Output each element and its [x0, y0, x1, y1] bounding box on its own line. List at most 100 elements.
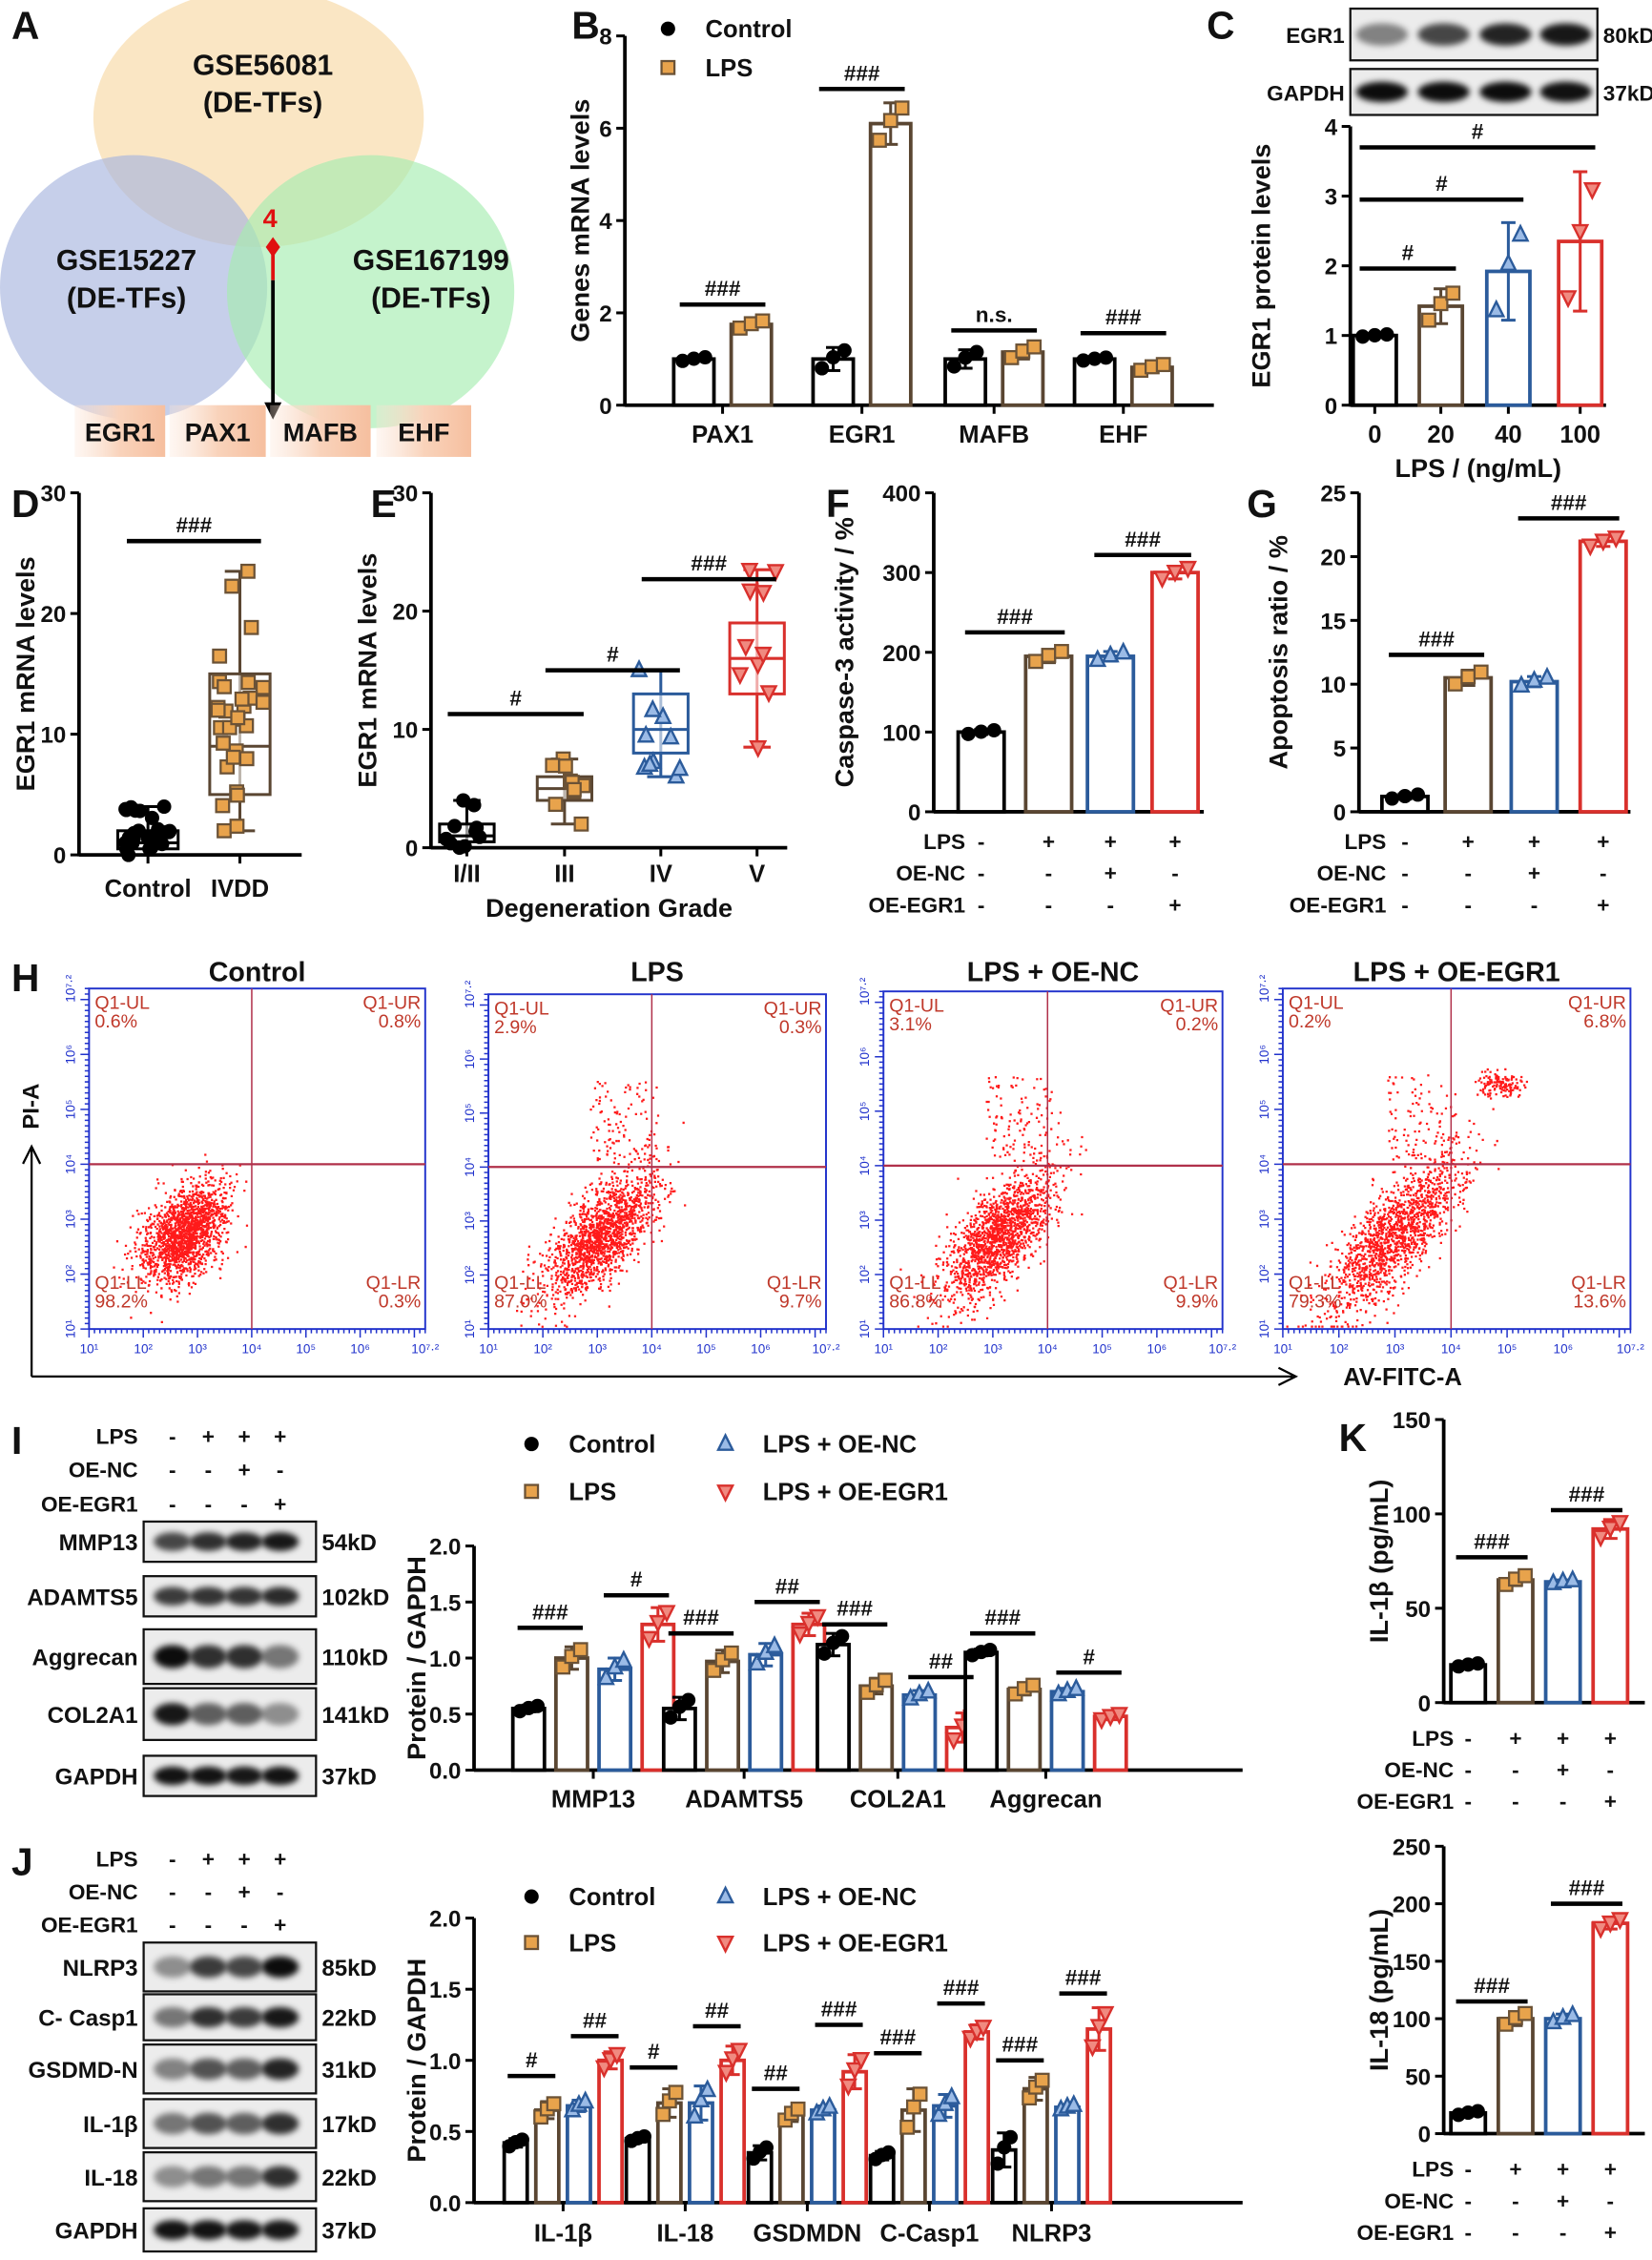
- flow-panel-lps-oe-egr1: LPS + OE-EGR1 Q1-UL0.2% Q1-UR6.8% Q1-LL79.3…: [1257, 958, 1645, 1357]
- data-point: [225, 749, 241, 765]
- blot-row-adamts5: ADAMTS5 102kD: [27, 1575, 389, 1618]
- flow-scatter-dots: [1286, 1068, 1529, 1328]
- x-tick-label-pax1: PAX1: [692, 422, 754, 448]
- venn-overlap-count: 4: [263, 203, 278, 233]
- treatment-label: OE-NC: [1384, 2189, 1454, 2213]
- blot-band: [225, 1586, 263, 1607]
- significance-label: #: [607, 643, 619, 667]
- blot-band: [1479, 81, 1532, 103]
- data-point: [468, 824, 484, 840]
- data-point: [1083, 2039, 1102, 2058]
- legend-label: Control: [705, 16, 792, 43]
- bar-il-1-control: [502, 2132, 529, 2205]
- data-point: [986, 722, 1002, 738]
- data-point: [1421, 312, 1436, 328]
- blot-protein-label: NLRP3: [63, 1956, 138, 1981]
- data-point: [216, 736, 231, 751]
- blot-protein-label: GAPDH: [1267, 81, 1345, 105]
- flow-panel-title: LPS + OE-EGR1: [1353, 958, 1560, 988]
- bar-2: [1443, 664, 1494, 814]
- data-point: [1098, 350, 1113, 365]
- x-tick-label-40: 40: [1495, 422, 1521, 448]
- significance-label: ###: [997, 605, 1033, 629]
- data-point: [230, 787, 245, 803]
- quadrant-name: Q1-UR: [764, 998, 822, 1019]
- significance-label: ###: [1474, 1529, 1510, 1553]
- x-tick-label-v: V: [749, 861, 765, 888]
- significance-label: ###: [984, 1606, 1021, 1629]
- significance-label: ###: [836, 1597, 873, 1621]
- legend-label: Control: [568, 1432, 655, 1459]
- data-point: [852, 2052, 871, 2070]
- treatment-label: LPS: [1344, 830, 1386, 854]
- y-tick-label: 30: [40, 482, 66, 508]
- y-axis-label: Caspase-3 activity / %: [830, 517, 859, 787]
- legend-marker-control: [524, 1437, 539, 1452]
- bar-3: [1543, 1568, 1582, 1705]
- x-tick-label-100: 100: [1559, 422, 1600, 448]
- treatment-sign: -: [1512, 2221, 1519, 2245]
- chart-D-boxplot: 0 10 20 30 EGR1 mRNA levels Control IVDD ###: [10, 482, 302, 902]
- bar-gsdmdn-control: [746, 2140, 774, 2205]
- x-tick-label-il-1: IL-1β: [534, 2221, 592, 2248]
- data-point: [820, 2095, 839, 2114]
- data-point: [234, 691, 250, 707]
- significance-label: ###: [821, 1997, 857, 2021]
- bar-col2a1-lps-oe-nc: [901, 1680, 938, 1773]
- data-point: [144, 810, 159, 825]
- flow-y-tick-label: 10⁵: [1257, 1100, 1271, 1120]
- data-point: [872, 133, 887, 148]
- flow-y-tick-label: 10²: [857, 1265, 872, 1284]
- data-point: [1610, 1912, 1629, 1931]
- data-point: [815, 361, 830, 376]
- flow-axis-ticks: [480, 993, 827, 1338]
- treatment-sign: +: [1462, 830, 1475, 854]
- treatment-sign: +: [1604, 2221, 1617, 2245]
- bar-rect: [1443, 675, 1494, 814]
- bar-rect: [705, 1659, 741, 1773]
- legend-marker-lps-oe-nc: [716, 1885, 735, 1904]
- bar-rect: [1591, 1526, 1630, 1705]
- data-point: [698, 2079, 717, 2098]
- blot-row-mmp13: MMP13 54kD: [59, 1520, 377, 1564]
- panel-label-h: H: [11, 956, 39, 1000]
- flow-y-tick-label: 10⁵: [857, 1101, 872, 1121]
- flow-y-tick-label: 10⁶: [463, 1049, 477, 1069]
- bar-rect: [510, 1707, 547, 1773]
- blot-protein-label: GAPDH: [55, 2218, 138, 2244]
- y-tick-label: 0: [1418, 2123, 1431, 2148]
- legend-marker-lps-oe-egr1: [716, 1484, 735, 1503]
- data-point: [596, 1667, 615, 1686]
- bar-rect: [1023, 654, 1074, 814]
- quadrant-value: 86.8%: [889, 1292, 941, 1313]
- data-point: [960, 726, 976, 741]
- significance-label: ###: [1569, 1482, 1605, 1506]
- blot-band: [189, 2220, 227, 2240]
- treatment-sign: -: [169, 1847, 176, 1871]
- flow-y-tick-label: 10³: [63, 1210, 77, 1229]
- data-point: [1447, 676, 1463, 692]
- arrow-up-icon: [22, 1144, 42, 1165]
- bar-rect: [1150, 570, 1200, 814]
- y-tick-label: 3: [1325, 185, 1337, 211]
- blot-band: [189, 2058, 227, 2080]
- blot-row-il-1: IL-1β 17kD: [83, 2098, 377, 2149]
- data-point: [1041, 648, 1057, 663]
- data-point: [439, 831, 454, 846]
- significance-label: ###: [1065, 1966, 1102, 1990]
- bar-rect: [1496, 1578, 1535, 1705]
- treatment-sign: -: [978, 830, 985, 854]
- blot-band: [261, 1766, 299, 1786]
- y-tick-label: 2.0: [429, 1907, 461, 1933]
- y-tick-label: 4: [599, 209, 612, 235]
- y-tick-label: 300: [882, 561, 920, 587]
- legend-label: LPS + OE-NC: [763, 1432, 917, 1459]
- quadrant-value: 98.2%: [94, 1292, 147, 1313]
- y-tick-label: 250: [1393, 1835, 1431, 1860]
- data-point: [838, 2078, 857, 2097]
- bar-c-casp1-lps: [899, 2086, 928, 2205]
- treatment-label: OE-EGR1: [1357, 2221, 1455, 2245]
- bar-pax1-lps: [729, 313, 774, 407]
- data-point: [1114, 641, 1133, 660]
